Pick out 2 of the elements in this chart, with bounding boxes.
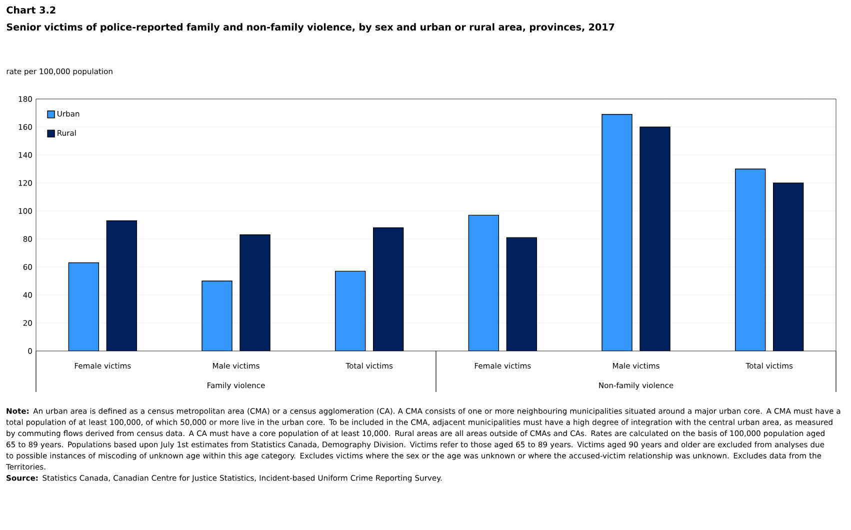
chart-subtitle: Senior victims of police-reported family and non-family violence, by sex and urban or rural area, provinces, 2017 [6, 23, 614, 33]
chart-title: Chart 3.2 [6, 6, 56, 14]
